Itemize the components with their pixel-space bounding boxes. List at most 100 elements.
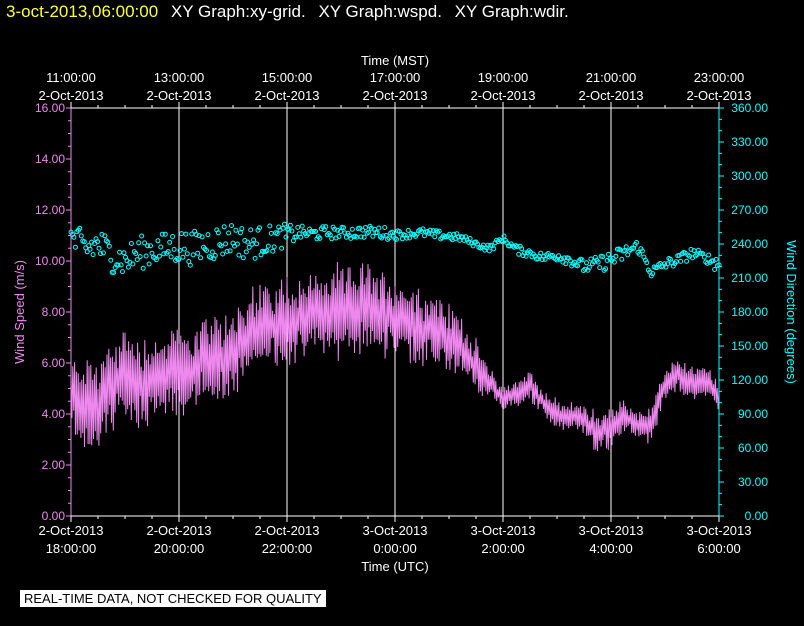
wind-direction-point: [234, 241, 240, 247]
left-tick-label: 8.00: [42, 305, 66, 319]
wind-direction-point: [386, 235, 392, 241]
top-tick-time: 15:00:00: [262, 70, 313, 85]
top-tick-date: 2-Oct-2013: [686, 88, 751, 103]
wind-direction-point: [713, 256, 719, 262]
wind-direction-point: [575, 263, 581, 269]
bottom-tick-time: 4:00:00: [589, 541, 632, 556]
wind-direction-point: [223, 241, 229, 247]
wind-direction-point: [563, 261, 569, 267]
wind-direction-point: [187, 262, 193, 268]
wind-direction-point: [567, 258, 573, 264]
wind-direction-point: [245, 239, 251, 245]
wind-direction-point: [338, 229, 343, 234]
wind-direction-point: [394, 236, 399, 242]
wind-direction-point: [179, 231, 184, 237]
wind-direction-point: [535, 256, 541, 262]
header-graph-title-grid: XY Graph:xy-grid.: [170, 2, 306, 21]
graph-header: 3-oct-2013,06:00:00 XY Graph:xy-grid. XY…: [6, 0, 569, 24]
bottom-tick-time: 18:00:00: [46, 541, 97, 556]
top-tick-date: 2-Oct-2013: [578, 88, 643, 103]
wind-direction-point: [586, 265, 592, 270]
wind-direction-point: [342, 230, 348, 236]
bottom-tick-date: 2-Oct-2013: [254, 523, 319, 538]
wind-direction-point: [704, 260, 710, 266]
wind-direction-point: [181, 246, 187, 252]
wind-direction-point: [606, 251, 611, 257]
wind-direction-point: [324, 232, 330, 238]
wind-direction-point: [96, 245, 102, 251]
wind-direction-point: [644, 260, 650, 266]
wind-direction-point: [120, 269, 125, 275]
wind-direction-point: [183, 231, 189, 237]
wind-direction-point: [190, 252, 196, 258]
header-timestamp: 3-oct-2013,06:00:00: [6, 2, 159, 21]
wind-direction-point: [153, 257, 159, 263]
wind-direction-point: [286, 227, 292, 233]
wind-direction-point: [374, 230, 380, 236]
top-tick-time: 13:00:00: [154, 70, 205, 85]
left-tick-label: 12.00: [35, 203, 65, 217]
top-tick-date: 2-Oct-2013: [254, 88, 319, 103]
wind-direction-point: [227, 248, 233, 254]
wind-direction-point: [611, 259, 617, 265]
wind-direction-point: [270, 248, 276, 254]
bottom-tick-time: 0:00:00: [373, 541, 416, 556]
wind-direction-point: [688, 246, 694, 252]
right-tick-label: 300.00: [731, 169, 768, 183]
wind-direction-point: [289, 228, 295, 234]
wind-direction-point: [678, 258, 684, 264]
wind-direction-point: [167, 239, 173, 245]
top-tick-time: 11:00:00: [46, 70, 96, 85]
wind-direction-point: [229, 223, 234, 229]
wind-direction-point: [271, 244, 277, 250]
wind-direction-point: [209, 249, 215, 255]
top-tick-date: 2-Oct-2013: [470, 88, 535, 103]
wind-direction-point: [436, 228, 442, 234]
wind-direction-point: [149, 250, 155, 256]
right-tick-label: 60.00: [738, 441, 768, 455]
wind-direction-point: [239, 226, 245, 232]
top-axis-title: Time (MST): [361, 53, 429, 68]
left-tick-label: 16.00: [35, 101, 65, 115]
left-tick-label: 2.00: [42, 458, 66, 472]
wind-direction-point: [252, 255, 258, 261]
wind-direction-point: [380, 233, 386, 239]
wind-direction-point: [268, 230, 274, 236]
wind-direction-point: [382, 225, 388, 230]
wind-direction-point: [486, 248, 492, 254]
wind-direction-point: [542, 256, 548, 262]
wind-direction-point: [349, 226, 355, 232]
wind-direction-point: [208, 255, 214, 261]
bottom-tick-date: 3-Oct-2013: [362, 523, 427, 538]
wind-direction-point: [254, 241, 260, 247]
wind-direction-point: [130, 261, 136, 267]
right-tick-label: 0.00: [745, 509, 769, 523]
top-tick-time: 17:00:00: [370, 70, 421, 85]
bottom-tick-date: 3-Oct-2013: [470, 523, 535, 538]
header-graph-title-wspd: XY Graph:wspd.: [318, 2, 442, 21]
wind-direction-point: [237, 230, 243, 236]
wind-direction-point: [105, 239, 111, 245]
wind-direction-point: [376, 225, 382, 231]
wind-direction-point: [597, 265, 603, 271]
wind-direction-point: [639, 248, 645, 254]
bottom-tick-date: 3-Oct-2013: [578, 523, 643, 538]
wind-direction-point: [193, 232, 199, 237]
wind-direction-point: [405, 227, 411, 233]
wind-direction-point: [218, 243, 224, 249]
wind-direction-point: [538, 250, 544, 256]
wind-direction-point: [706, 252, 712, 258]
wind-direction-point: [336, 234, 342, 239]
right-tick-label: 210.00: [731, 271, 768, 285]
wind-direction-point: [220, 251, 226, 257]
wind-direction-point: [267, 223, 273, 229]
wind-direction-point: [240, 255, 246, 261]
wind-direction-point: [102, 233, 108, 239]
wind-direction-point: [134, 257, 140, 263]
wind-direction-point: [224, 248, 230, 254]
wind-direction-point: [139, 233, 145, 239]
left-tick-label: 6.00: [42, 356, 66, 370]
wind-direction-point: [305, 231, 311, 237]
right-tick-label: 150.00: [731, 339, 768, 353]
